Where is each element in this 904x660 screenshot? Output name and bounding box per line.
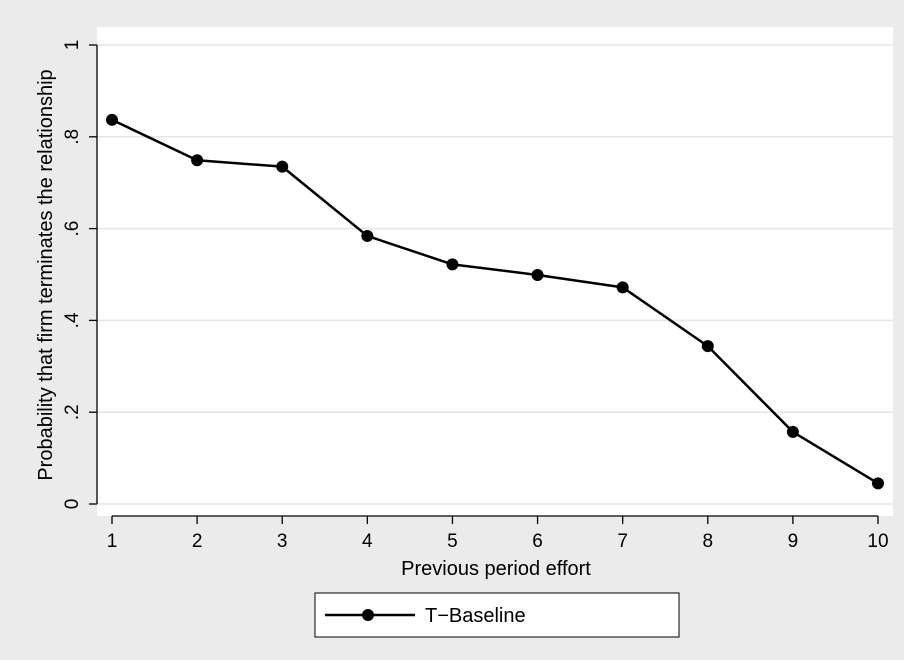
data-point-8 <box>701 340 714 353</box>
data-point-1 <box>106 113 118 126</box>
series-line-0 <box>111 118 879 485</box>
axes <box>96 45 878 517</box>
y-tick-label-2: .4 <box>62 312 83 328</box>
y-tick-label-4: .8 <box>62 129 83 145</box>
y-axis-ticks: 0 .2 .4 .6 .8 1 <box>62 40 97 510</box>
plot-area <box>97 27 893 516</box>
gridlines <box>97 44 893 505</box>
x-tick-label-2: 3 <box>277 531 288 552</box>
data-point-5 <box>446 258 459 271</box>
x-tick-label-8: 9 <box>788 531 799 552</box>
x-tick-label-5: 6 <box>532 531 543 552</box>
x-axis-title: Previous period effort <box>401 558 591 580</box>
data-point-10 <box>872 477 884 490</box>
y-tick-label-1: .2 <box>62 404 83 420</box>
data-point-7 <box>616 281 629 294</box>
data-point-2 <box>191 154 204 167</box>
x-tick-label-9: 10 <box>867 531 888 552</box>
data-point-3 <box>276 160 289 173</box>
y-tick-label-0: 0 <box>62 499 83 510</box>
x-tick-label-3: 4 <box>362 531 373 552</box>
data-point-9 <box>786 425 799 438</box>
x-tick-label-4: 5 <box>447 531 458 552</box>
y-tick-label-3: .6 <box>62 221 83 237</box>
legend: T−Baseline <box>314 592 680 638</box>
legend-marker-swatch <box>362 609 374 621</box>
x-tick-label-0: 1 <box>107 531 118 552</box>
x-tick-label-7: 8 <box>702 531 713 552</box>
y-tick-label-5: 1 <box>62 40 83 51</box>
data-point-6 <box>531 268 544 281</box>
y-axis-title: Probability that firm terminates the rel… <box>35 69 57 480</box>
data-point-4 <box>361 229 374 242</box>
series-group <box>106 113 884 490</box>
x-tick-label-6: 7 <box>617 531 628 552</box>
x-axis-ticks: 1 2 3 4 5 6 7 8 9 10 <box>107 516 889 552</box>
legend-label: T−Baseline <box>425 605 526 627</box>
x-tick-label-1: 2 <box>192 531 203 552</box>
